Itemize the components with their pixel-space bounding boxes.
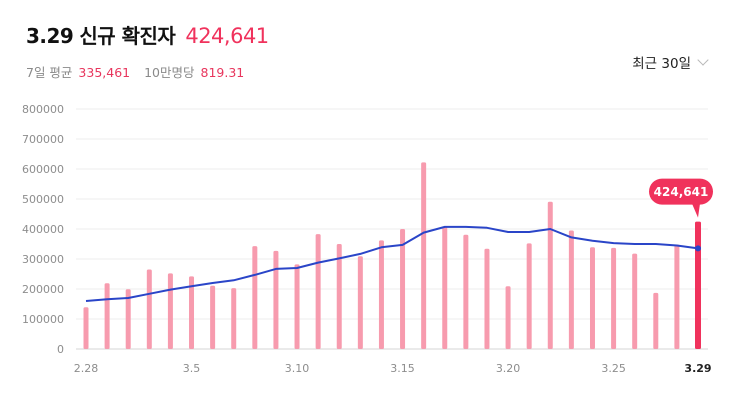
per-label: 10만명당 <box>144 65 195 80</box>
bar <box>505 286 511 349</box>
total-cases: 424,641 <box>185 24 269 48</box>
bar <box>589 247 595 349</box>
bar <box>294 264 300 349</box>
grid-lines <box>76 108 708 350</box>
bar <box>273 250 279 349</box>
bar <box>547 201 553 349</box>
bar-series <box>83 162 701 349</box>
average-line-end <box>695 245 701 252</box>
bar <box>357 256 363 349</box>
avg-label: 7일 평균 <box>26 65 73 80</box>
bar <box>125 289 131 349</box>
x-tick-label: 3.10 <box>285 362 310 375</box>
y-tick-label: 700000 <box>22 133 64 146</box>
x-tick-label: 3.29 <box>684 362 711 375</box>
bar <box>167 273 173 349</box>
bar <box>83 307 89 349</box>
y-tick-label: 800000 <box>22 103 64 116</box>
x-tick-label: 3.5 <box>183 362 201 375</box>
y-tick-label: 300000 <box>22 253 64 266</box>
title-row: 3.29 신규 확진자 424,641 <box>26 20 269 49</box>
report-date: 3.29 <box>26 24 74 48</box>
bar <box>463 234 469 349</box>
bar <box>442 226 448 349</box>
bar <box>484 248 490 349</box>
bar <box>632 253 638 349</box>
y-tick-label: 0 <box>57 343 64 356</box>
y-tick-label: 100000 <box>22 313 64 326</box>
x-tick-label: 2.28 <box>74 362 99 375</box>
x-axis: 2.28 3.5 3.10 3.15 3.20 3.25 3.29 <box>74 362 712 375</box>
bar <box>231 288 237 349</box>
bar <box>611 247 617 349</box>
highlight-tooltip: 424,641 <box>649 178 713 218</box>
bar <box>189 276 195 349</box>
y-axis: 0 100000 200000 300000 400000 500000 600000 700… <box>22 103 64 356</box>
y-tick-label: 500000 <box>22 193 64 206</box>
bar <box>526 243 532 349</box>
bar <box>210 285 216 349</box>
range-dropdown[interactable]: 최근 30일 <box>632 52 709 72</box>
bar <box>378 240 384 349</box>
bar <box>146 269 152 349</box>
tooltip-label: 424,641 <box>654 185 709 199</box>
bar <box>252 246 258 349</box>
tooltip-pointer <box>692 203 700 218</box>
x-tick-label: 3.20 <box>496 362 521 375</box>
bar <box>400 229 406 349</box>
average-line <box>85 225 699 302</box>
bar <box>653 292 659 349</box>
bar <box>674 244 680 349</box>
line-series <box>85 225 701 302</box>
x-tick-label: 3.25 <box>601 362 626 375</box>
bar <box>315 234 321 349</box>
bar <box>421 162 427 349</box>
per-value: 819.31 <box>200 65 245 80</box>
range-label: 최근 30일 <box>632 56 691 72</box>
page-title: 신규 확진자 <box>79 24 176 48</box>
bar <box>336 244 342 349</box>
bar <box>104 283 110 349</box>
bar <box>695 221 701 349</box>
summary-header: 3.29 신규 확진자 424,641 7일 평균 335,461 10만명당 81… <box>26 20 269 81</box>
tooltip-bubble <box>649 178 713 205</box>
avg-value: 335,461 <box>78 65 131 80</box>
x-tick-label: 3.15 <box>390 362 415 375</box>
y-tick-label: 200000 <box>22 283 64 296</box>
y-tick-label: 400000 <box>22 223 64 236</box>
y-tick-label: 600000 <box>22 163 64 176</box>
bar <box>568 230 574 349</box>
stats-row: 7일 평균 335,461 10만명당 819.31 <box>26 62 269 81</box>
